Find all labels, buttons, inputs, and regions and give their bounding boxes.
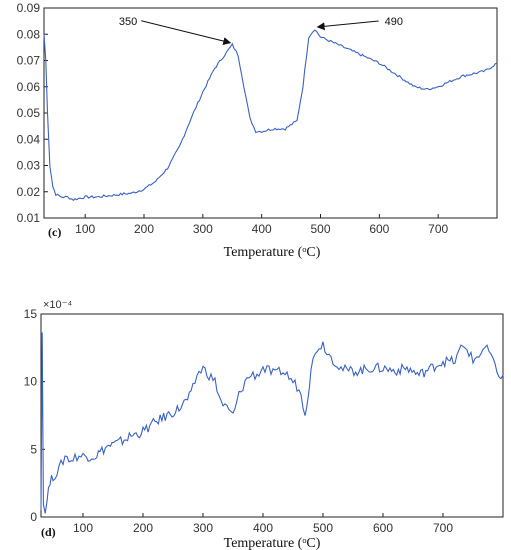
y-tick-label: 0.07 [17,54,41,68]
y-tick-label: 0.08 [17,27,41,41]
y-tick-label: 15 [24,307,38,321]
x-tick-label: 100 [75,222,95,236]
chart-d-plot-frame [40,313,504,518]
x-tick-label: 400 [252,222,272,236]
chart-d-x-axis: 100 200 300 400 500 600 700 [73,513,453,535]
y-tick-label: 0 [30,510,37,524]
chart-c-y-axis: 0.01 0.02 0.03 0.04 0.05 0.06 0.07 0.08 0.09 [17,1,48,225]
annotation-arrow [316,20,379,31]
chart-d-x-axis-label: Temperature (ᵒC) [224,536,321,550]
chart-c-series-line [43,29,498,202]
y-tick-label: 10 [24,375,38,389]
x-tick-label: 400 [253,521,273,535]
x-tick-label: 300 [193,521,213,535]
chart-c-x-axis-label: Temperature (ᵒC) [224,245,321,260]
y-tick-label: 0.06 [17,80,41,94]
chart-d-panel-label: (d) [41,525,56,539]
chart-c-x-axis: 100 200 300 400 500 600 700 [75,214,449,236]
chart-c-annotations: 350 490 [119,16,403,45]
chart-d: 0 5 10 15 100 200 300 400 500 600 700 ×10⁻⁴ (d) T… [24,299,504,550]
x-tick-label: 700 [428,222,448,236]
y-tick-label: 0.04 [17,132,41,146]
annotation-arrow [141,20,232,45]
y-tick-label: 0.02 [17,185,41,199]
x-tick-label: 300 [193,222,213,236]
x-tick-label: 200 [134,222,154,236]
y-tick-label: 0.09 [17,1,41,15]
chart-c: 0.01 0.02 0.03 0.04 0.05 0.06 0.07 0.08 0.09 100… [17,1,498,260]
x-tick-label: 100 [73,521,93,535]
y-tick-label: 0.01 [17,211,41,225]
x-tick-label: 500 [310,222,330,236]
x-tick-label: 600 [369,222,389,236]
annotation-label: 490 [385,16,403,28]
y-tick-label: 5 [30,442,37,456]
annotation-label: 350 [119,16,137,28]
y-tick-label: 0.05 [17,106,41,120]
x-tick-label: 700 [433,521,453,535]
chart-c-panel-label: (c) [48,225,61,239]
x-tick-label: 500 [313,521,333,535]
x-tick-label: 600 [373,521,393,535]
chart-c-plot-frame [43,7,498,219]
y-tick-label: 0.03 [17,159,41,173]
chart-d-y-exponent: ×10⁻⁴ [43,299,72,311]
chart-d-series-line [40,332,504,514]
x-tick-label: 200 [133,521,153,535]
